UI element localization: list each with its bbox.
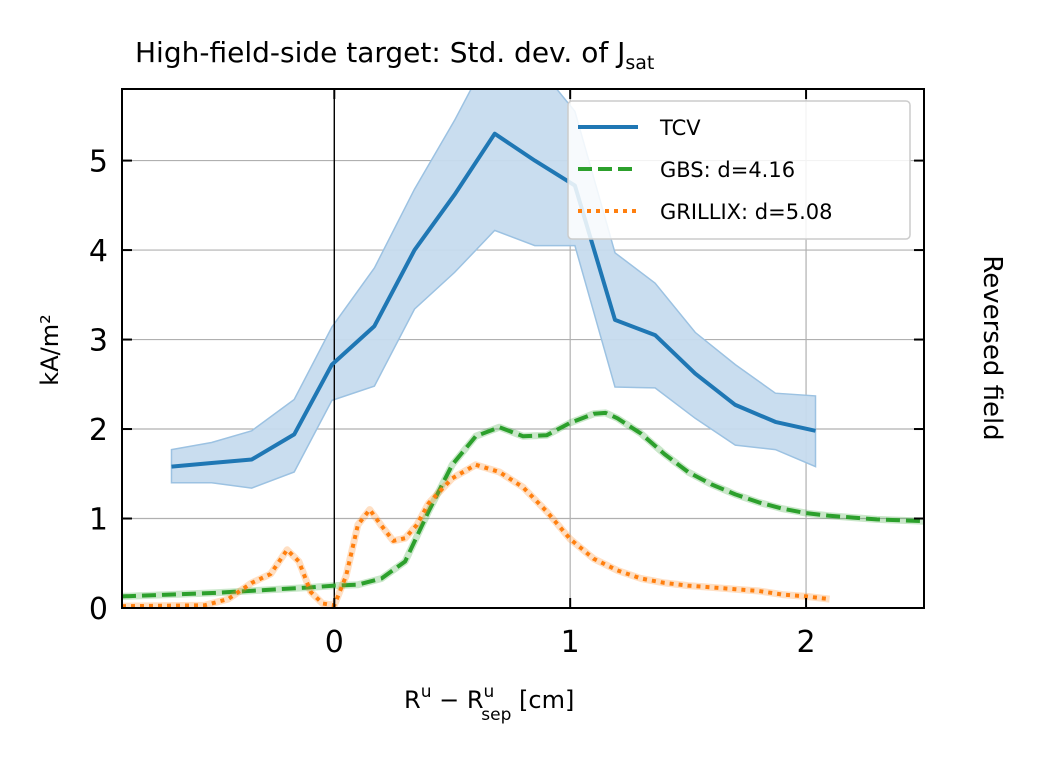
y-tick-label: 4 [89, 234, 108, 269]
y-tick-label: 0 [89, 592, 108, 627]
y-tick-label: 2 [89, 413, 108, 448]
tcv-uncertainty-band [170, 89, 817, 489]
x-tick-label: 0 [325, 625, 344, 660]
chart-title-main: High-field-side target: Std. dev. of J [135, 36, 625, 69]
chart-title-subscript: sat [625, 52, 654, 74]
y-tick-label: 3 [89, 324, 108, 359]
y-tick-label: 5 [89, 145, 108, 180]
y-tick-label: 1 [89, 503, 108, 538]
series-line-grillix-d-5-08 [122, 462, 830, 608]
y-axis-label: kA/m² [36, 314, 64, 385]
legend-box [567, 100, 911, 240]
legend-entry-label: TCV [659, 116, 701, 140]
x-axis-label: Ru − Ru sep [cm] [404, 682, 574, 725]
tcv-band-area [170, 89, 817, 489]
legend-entry-label: GBS: d=4.16 [660, 158, 795, 182]
x-tick-label: 1 [561, 625, 580, 660]
chart-title: High-field-side target: Std. dev. of Jsa… [135, 36, 654, 74]
side-label: Reversed field [977, 255, 1007, 440]
series-line-tcv [171, 131, 816, 469]
axis-ticks: 0 1 2 0 1 2 3 4 5 [89, 89, 924, 660]
legend-entry-label: GRILLIX: d=5.08 [660, 200, 832, 224]
legend: TCV GBS: d=4.16 GRILLIX: d=5.08 [567, 100, 911, 240]
x-tick-label: 2 [797, 625, 816, 660]
series-lines [122, 131, 924, 608]
series-line-gbs-d-4-16 [122, 410, 924, 599]
plot-frame [121, 88, 925, 609]
